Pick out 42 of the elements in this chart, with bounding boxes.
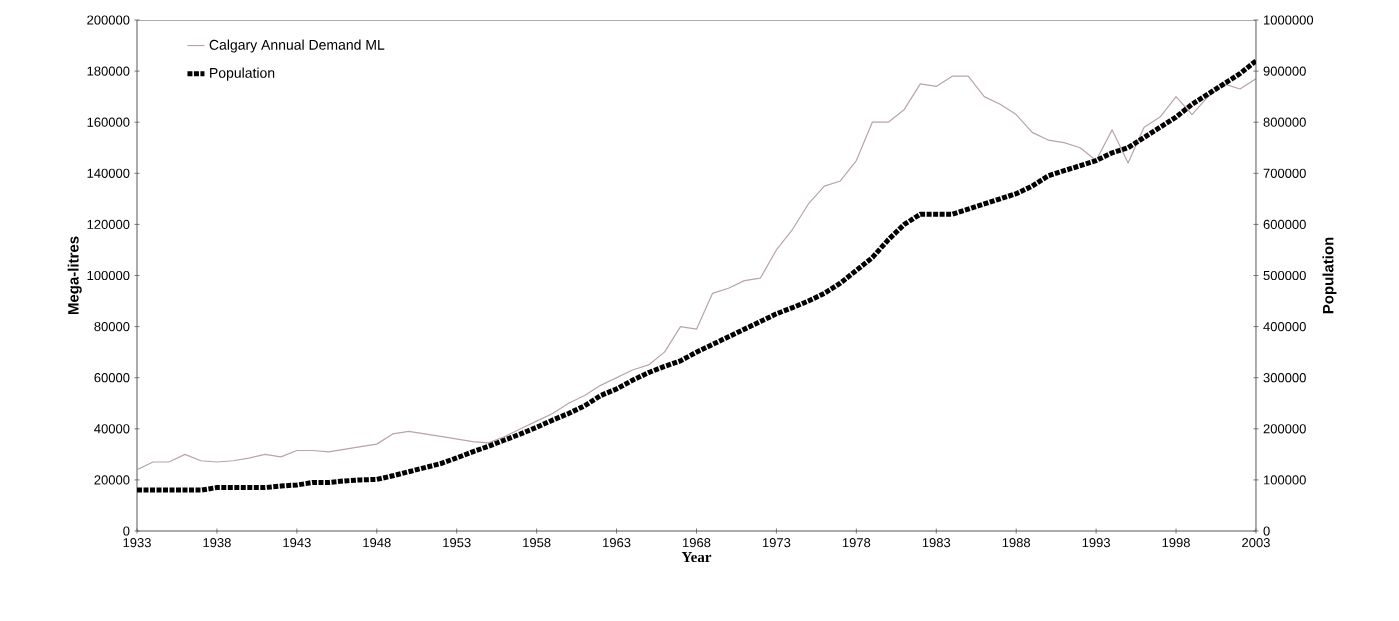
x-tick-label: 1973 — [762, 538, 791, 548]
y2-tick-label: 800000 — [1263, 117, 1306, 127]
y2-tick-label: 700000 — [1263, 168, 1306, 178]
x-tick-label: 1963 — [603, 538, 631, 548]
x-tick-label: 1938 — [203, 538, 231, 548]
x-tick-label: 1993 — [1082, 538, 1110, 548]
y2-tick-label: 300000 — [1263, 373, 1306, 383]
y-tick-label: 0 — [123, 526, 130, 536]
x-tick-label: 1978 — [842, 538, 871, 548]
y-tick-label: 140000 — [87, 168, 130, 178]
y2-tick-label: 900000 — [1263, 66, 1306, 76]
x-tick-label: 1983 — [922, 538, 951, 548]
x-tick-label: 1968 — [683, 538, 711, 548]
y-tick-label: 200000 — [87, 15, 130, 25]
x-tick-label: 1933 — [123, 538, 151, 548]
legend-label: Population — [210, 67, 275, 81]
y2-tick-label: 1000000 — [1263, 15, 1314, 25]
y-tick-label: 120000 — [87, 219, 130, 229]
x-axis-title: Year — [681, 552, 712, 563]
y-tick-label: 80000 — [94, 321, 130, 332]
x-tick-label: 1953 — [443, 538, 471, 548]
y-tick-label: 160000 — [87, 117, 130, 127]
y-tick-label: 100000 — [87, 270, 130, 281]
y2-axis-title: Population — [1322, 237, 1337, 314]
y-tick-label: 20000 — [94, 475, 130, 485]
y-axis-title: Mega-litres — [67, 236, 82, 315]
x-tick-label: 1948 — [363, 538, 391, 548]
x-tick-label: 1988 — [1002, 538, 1031, 548]
x-tick-label: 2003 — [1242, 538, 1270, 548]
y2-tick-label: 0 — [1263, 526, 1270, 536]
y2-tick-label: 500000 — [1263, 270, 1306, 281]
x-tick-label: 1998 — [1162, 538, 1190, 548]
y2-tick-label: 100000 — [1263, 475, 1306, 485]
y-tick-label: 180000 — [87, 66, 130, 76]
y2-tick-label: 400000 — [1263, 321, 1306, 332]
y-tick-label: 40000 — [94, 424, 130, 434]
y2-tick-label: 600000 — [1263, 219, 1306, 229]
legend-label: Calgary Annual Demand ML — [209, 39, 385, 53]
x-tick-label: 1943 — [283, 538, 311, 548]
x-tick-label: 1958 — [523, 538, 551, 548]
y-tick-label: 60000 — [94, 373, 130, 383]
y2-tick-label: 200000 — [1263, 424, 1306, 434]
